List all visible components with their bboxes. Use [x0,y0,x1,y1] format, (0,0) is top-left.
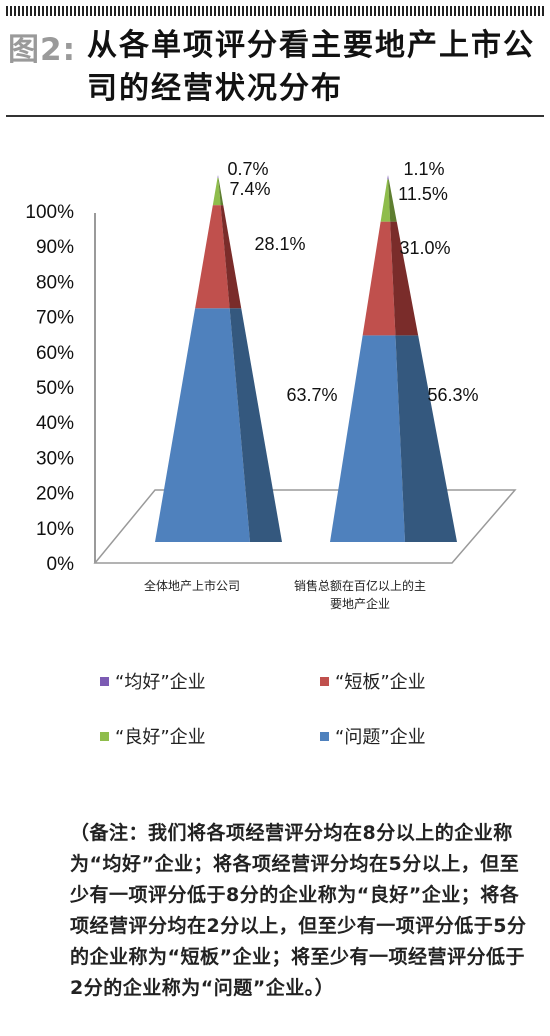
y-tick-label: 40% [36,413,74,434]
data-label: 11.5% [398,184,448,204]
legend-item-short-board: “短板”企业 [320,668,426,694]
legend-item-good: “良好”企业 [100,723,206,749]
y-tick-label: 90% [36,237,74,258]
pyramid-segment-side [220,205,242,309]
data-label: 0.7% [227,159,268,179]
y-tick-label: 20% [36,484,74,505]
data-label: 1.1% [403,159,444,179]
y-tick-label: 30% [36,448,74,469]
pyramid-segment-front [155,308,250,542]
pyramid-segment-side [229,308,282,542]
pyramid-segment-side [388,175,389,180]
data-label: 56.3% [427,385,478,405]
pyramid-segment-front [387,175,389,180]
pyramid-segment-side [218,177,224,206]
legend-label-problem: “问题”企业 [335,727,426,748]
pyramid-segment-front [380,179,391,222]
figure-title: 从各单项评分看主要地产上市公司的经营状况分布 [87,28,535,106]
y-tick-label: 60% [36,343,74,364]
legend-swatch-good [100,731,109,741]
pyramid-segment-front [217,175,219,178]
legend-swatch-excellent [100,676,109,686]
y-tick-label: 100% [25,202,74,223]
pyramid-segment-front [362,221,396,336]
legend-label-short-board: “短板”企业 [335,672,426,693]
y-tick-label: 50% [36,378,74,399]
data-label: 28.1% [254,234,305,254]
footnote: （备注：我们将各项经营评分均在8分以上的企业称为“均好”企业；将各项经营评分均在… [70,822,527,999]
category-label: 销售总额在百亿以上的主 [294,578,426,593]
pyramid-segment-side [390,221,419,336]
y-tick-label: 0% [47,554,75,575]
pyramid-segment-side [395,335,457,542]
top-striped-rule [6,6,544,16]
title-underline [6,115,544,117]
pyramid-segment-side [388,179,397,222]
legend-label-excellent: “均好”企业 [115,672,206,693]
chart-legend: “均好”企业 “短板”企业 “良好”企业 “问题”企业 [100,668,540,758]
pyramid-segment-front [330,335,405,542]
category-label: 要地产企业 [330,596,390,611]
category-label: 全体地产上市公司 [144,578,240,593]
legend-swatch-short-board [320,676,329,686]
legend-item-problem: “问题”企业 [320,723,426,749]
data-label: 7.4% [229,179,270,199]
figure-label: 图2: [8,32,76,68]
legend-swatch-problem [320,731,329,741]
pyramid-segment-front [195,205,230,309]
pyramid-chart: 0% 10% 20% 30% 40% 50% 60% 70% 80% 90% 100% 63.7% 56… [25,159,517,611]
y-tick-label: 70% [36,308,74,329]
data-label: 31.0% [399,238,450,258]
y-tick-label: 80% [36,272,74,293]
legend-item-excellent: “均好”企业 [100,668,206,694]
legend-label-good: “良好”企业 [115,727,206,748]
pyramid-segment-front [212,177,221,206]
y-tick-label: 10% [36,519,74,540]
data-label: 63.7% [286,385,337,405]
